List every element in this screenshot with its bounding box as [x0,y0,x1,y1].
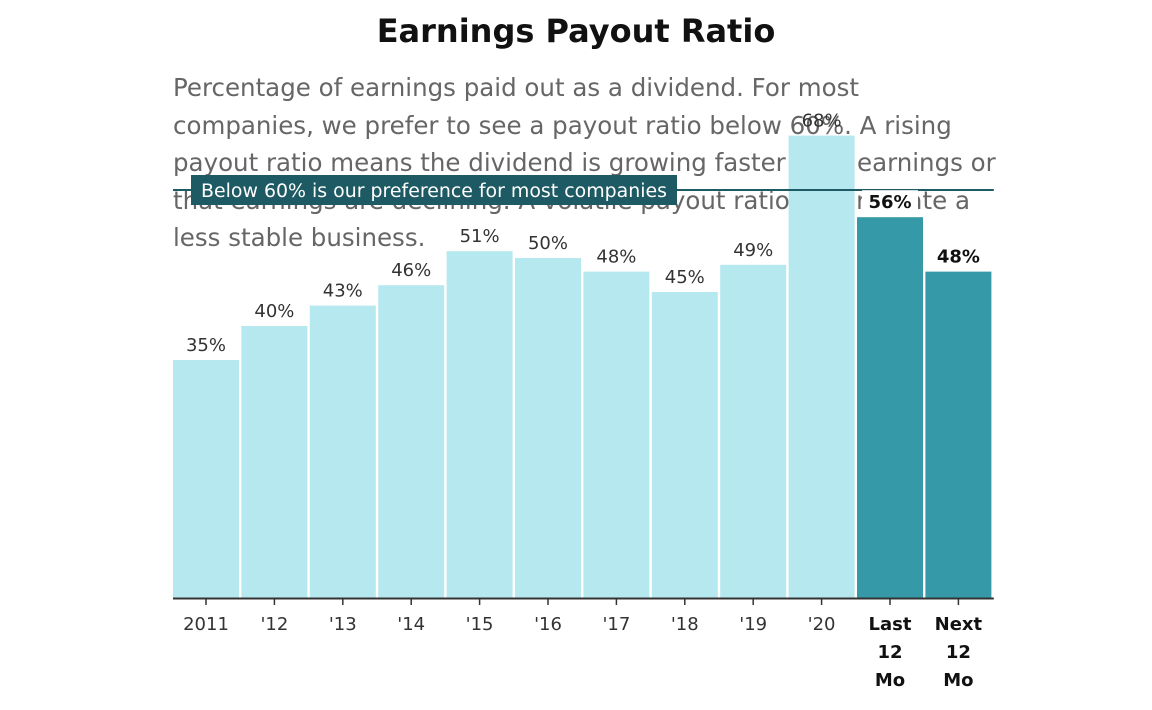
value-labels-layer: 35% 40% 43% 46% 51% 50% 48% 45% 49% 68% 56% 48% [186,111,987,356]
reference-label-background [191,175,677,205]
x-tick-label: '13 [329,614,357,635]
bars-layer [173,135,992,598]
value-label: 45% [665,267,705,288]
x-axis: 2011 '12 '13 '14 '15 '16 '17 '18 '19 '20 Last 12 Mo N… [173,597,994,691]
x-tick-label: '15 [466,614,494,635]
value-label-background [930,244,987,268]
bar-18 [651,292,718,598]
x-tick-label: Next [935,614,983,635]
bar-2011 [173,360,239,598]
value-label: 48% [937,247,980,268]
value-label-background [862,190,918,214]
reference-line-label: Below 60% is our preference for most com… [201,181,667,202]
x-tick-label: '16 [534,614,562,635]
value-label: 48% [596,247,636,268]
x-tick-label: '12 [260,614,288,635]
x-tick-label: Mo [943,670,973,691]
x-tick-label: '18 [671,614,699,635]
bar-15 [446,251,513,598]
x-tick-label: '20 [808,614,836,635]
x-tick-label: Last [869,614,912,635]
value-label: 68% [802,111,842,132]
x-tick-label: Mo [875,670,905,691]
reference-line-layer: Below 60% is our preference for most com… [173,175,994,205]
bar-13 [309,305,376,598]
bar-20 [788,135,855,598]
value-label: 43% [323,281,363,302]
bar-16 [515,258,581,598]
x-tick-label: 12 [946,642,971,663]
x-tick-label: '14 [397,614,425,635]
bar-last-12-mo [857,217,923,598]
bar-19 [720,264,787,598]
bar-14 [378,285,445,598]
value-label: 56% [868,192,911,213]
chart-title: Earnings Payout Ratio [376,12,776,50]
value-label: 49% [733,240,773,261]
value-label: 46% [391,260,431,281]
value-label: 40% [254,301,294,322]
value-label: 50% [528,233,568,254]
bar-next-12-mo [925,271,992,598]
value-label: 35% [186,335,226,356]
x-tick-label: 12 [877,642,902,663]
bar-12 [241,326,308,598]
x-tick-label: 2011 [183,614,229,635]
bar-17 [583,271,650,598]
value-label: 51% [460,226,500,247]
x-tick-label: '17 [602,614,630,635]
x-tick-label: '19 [739,614,767,635]
